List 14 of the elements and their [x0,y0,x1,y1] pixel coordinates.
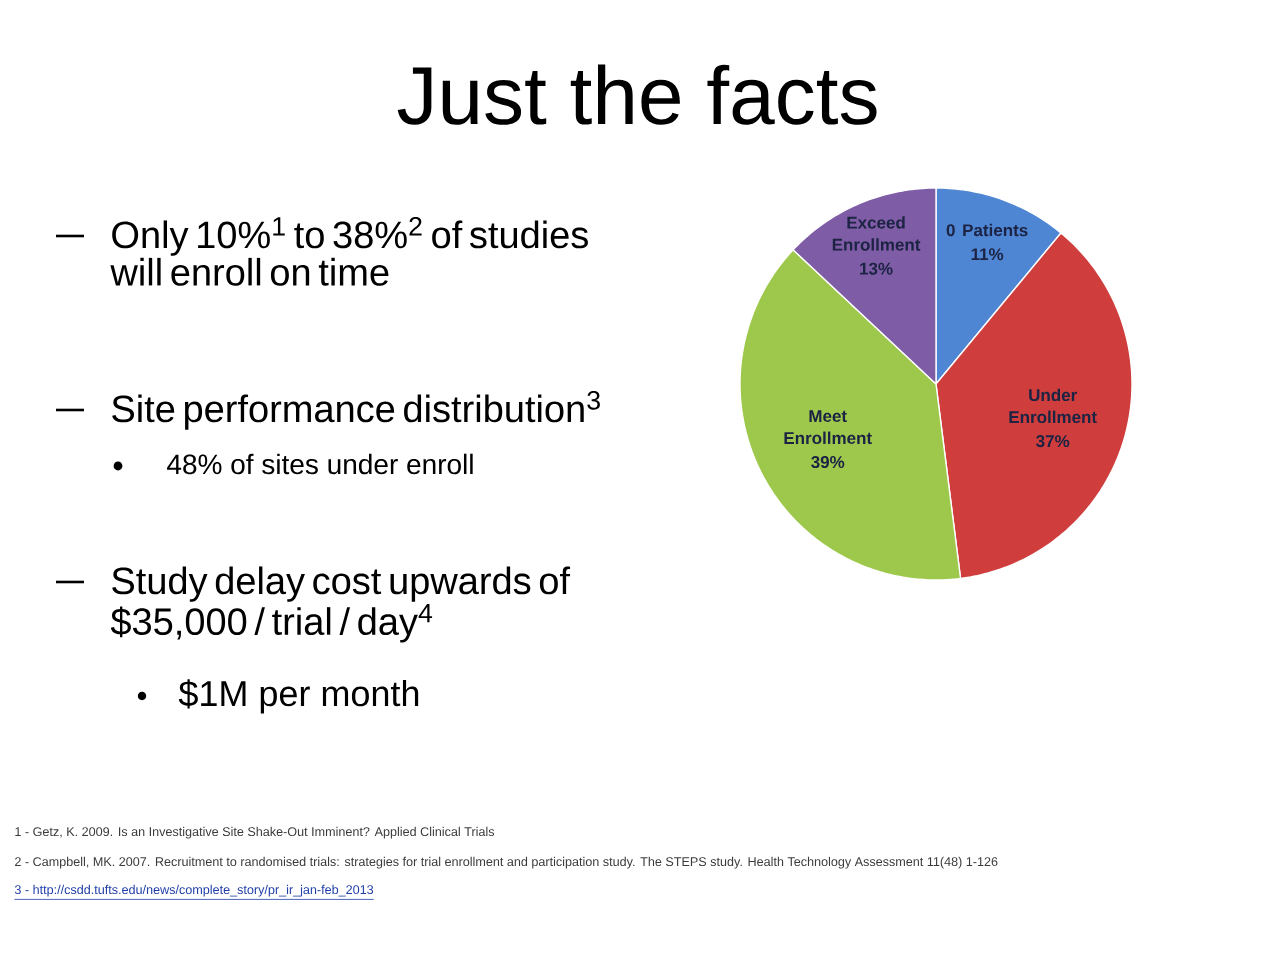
text: $1M per month [178,679,419,714]
text: 48% of sites under enroll [167,453,473,475]
text: Only 10%$^{1}$ to 38%$^{2}$ of studies will enroll on time [110,216,588,286]
slice-label: Meet Enrollment [784,410,872,445]
data-label: 39% [811,456,845,469]
slice-label: Exceed Enrollment [832,216,921,251]
text: Site performance distribution$^{3}$ [112,390,600,430]
chart-title: Just the facts [397,64,877,125]
text: Study delay cost upwards of $35,000 / trial / day$^{4}$ [110,566,571,643]
slice-label: 0 Patients [946,223,1028,237]
slice-label: Under Enrollment [1009,388,1097,424]
data-label: 13% [860,262,893,275]
data-label: 37% [1036,435,1070,448]
data-label: 11% [971,248,1004,261]
